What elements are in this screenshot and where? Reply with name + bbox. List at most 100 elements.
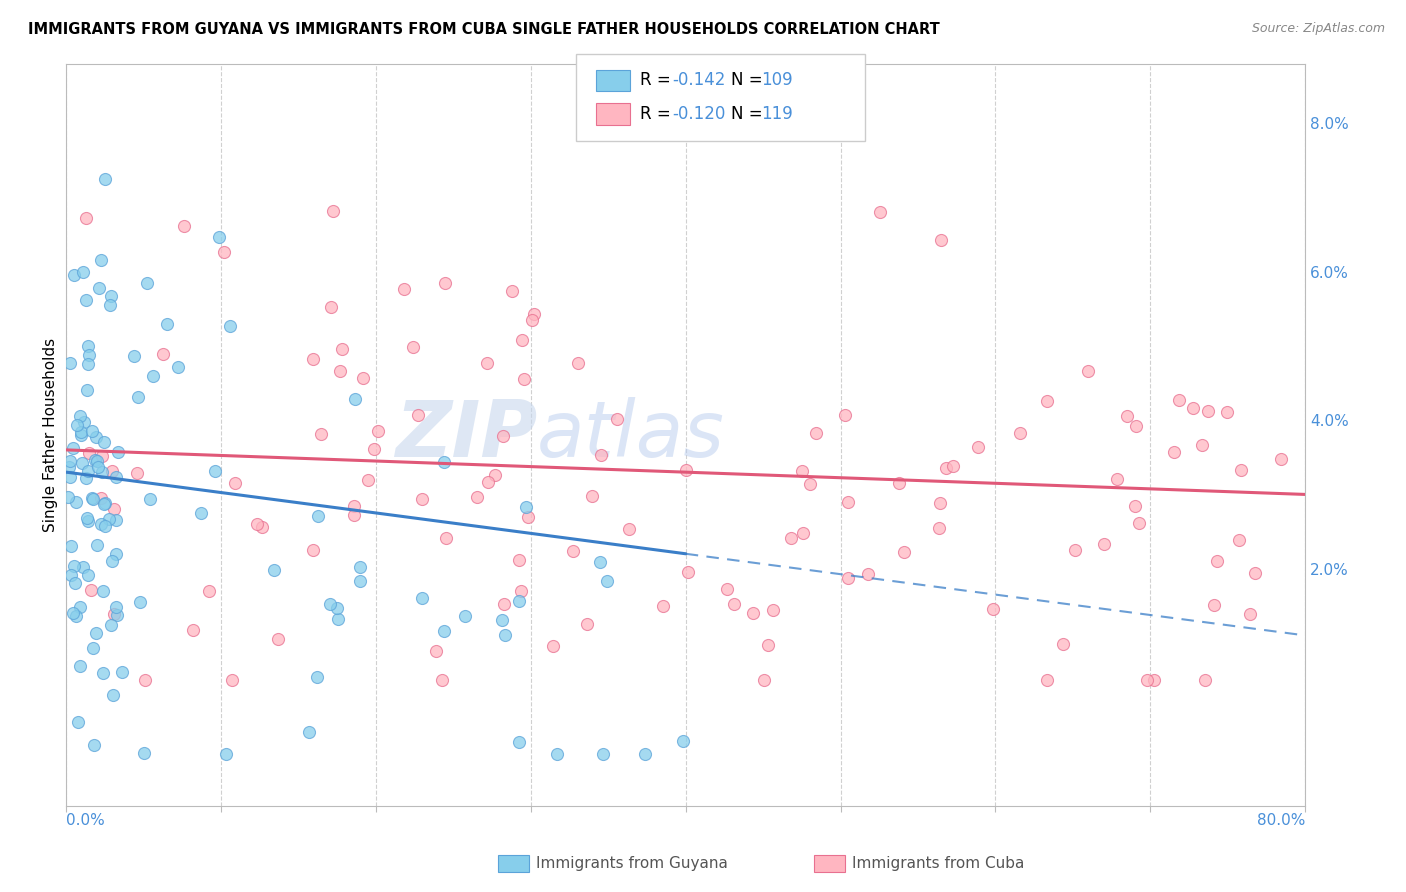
Point xyxy=(103,502,125,516)
Point xyxy=(59,470,82,484)
Point xyxy=(100,617,122,632)
Point xyxy=(983,602,1005,616)
Point xyxy=(60,539,83,553)
Text: 109: 109 xyxy=(761,71,792,89)
Point xyxy=(98,298,121,312)
Point xyxy=(302,542,325,557)
Point xyxy=(1116,409,1139,423)
Point xyxy=(319,300,342,314)
Point xyxy=(136,276,159,290)
Point xyxy=(433,277,456,291)
Point xyxy=(98,511,121,525)
Text: -0.142: -0.142 xyxy=(672,71,725,89)
Point xyxy=(73,415,96,429)
Point xyxy=(69,599,91,614)
Point xyxy=(69,659,91,673)
Point xyxy=(367,425,389,439)
Point xyxy=(356,473,378,487)
Point xyxy=(91,665,114,680)
Point xyxy=(100,289,122,303)
Point xyxy=(101,554,124,568)
Point xyxy=(212,245,235,260)
Point xyxy=(1163,444,1185,458)
Point xyxy=(1167,393,1189,408)
Point xyxy=(510,583,533,598)
Point xyxy=(215,747,238,761)
Point xyxy=(1243,566,1265,580)
Point xyxy=(589,448,612,462)
Point xyxy=(929,233,952,247)
Point xyxy=(589,555,612,569)
Point xyxy=(90,253,112,268)
Text: R =: R = xyxy=(640,105,676,123)
Point xyxy=(1125,418,1147,433)
Point xyxy=(510,333,533,347)
Text: N =: N = xyxy=(731,105,768,123)
Point xyxy=(492,429,515,443)
Point xyxy=(63,559,86,574)
Point xyxy=(142,368,165,383)
Point xyxy=(62,606,84,620)
Point xyxy=(219,318,242,333)
Point xyxy=(319,597,342,611)
Point xyxy=(434,531,457,545)
Point xyxy=(83,738,105,752)
Point xyxy=(433,455,456,469)
Point xyxy=(592,747,614,761)
Point xyxy=(91,584,114,599)
Point xyxy=(156,318,179,332)
Point xyxy=(1191,438,1213,452)
Point xyxy=(72,559,94,574)
Point xyxy=(221,673,243,687)
Point xyxy=(491,613,513,627)
Point xyxy=(56,491,79,505)
Point xyxy=(63,576,86,591)
Point xyxy=(128,594,150,608)
Point xyxy=(546,747,568,761)
Point xyxy=(1182,401,1205,416)
Point xyxy=(107,445,129,459)
Point xyxy=(86,454,108,468)
Point xyxy=(90,517,112,532)
Point xyxy=(401,340,423,354)
Point xyxy=(80,424,103,438)
Point xyxy=(508,552,530,566)
Point xyxy=(63,268,86,282)
Point xyxy=(204,464,226,478)
Point xyxy=(105,470,128,484)
Point xyxy=(617,522,640,536)
Point xyxy=(311,426,333,441)
Point xyxy=(59,356,82,370)
Point xyxy=(411,491,433,506)
Point xyxy=(84,430,107,444)
Point xyxy=(515,500,537,515)
Text: 0.0%: 0.0% xyxy=(66,814,105,829)
Point xyxy=(82,491,104,506)
Point xyxy=(83,453,105,467)
Point xyxy=(752,673,775,687)
Point xyxy=(93,434,115,449)
Point xyxy=(75,471,97,485)
Point xyxy=(330,342,353,356)
Point xyxy=(190,506,212,520)
Point xyxy=(501,284,523,298)
Point xyxy=(1197,404,1219,418)
Point xyxy=(804,426,827,441)
Point xyxy=(520,312,543,326)
Point xyxy=(935,461,957,475)
Point xyxy=(394,282,416,296)
Text: -0.120: -0.120 xyxy=(672,105,725,123)
Point xyxy=(198,583,221,598)
Point xyxy=(86,538,108,552)
Point xyxy=(246,517,269,532)
Point xyxy=(173,219,195,233)
Point xyxy=(181,624,204,638)
Point xyxy=(90,491,112,505)
Point xyxy=(127,466,149,480)
Point xyxy=(76,338,98,352)
Point xyxy=(65,495,87,509)
Point xyxy=(80,491,103,506)
Point xyxy=(329,364,352,378)
Point xyxy=(723,597,745,611)
Point xyxy=(567,356,589,370)
